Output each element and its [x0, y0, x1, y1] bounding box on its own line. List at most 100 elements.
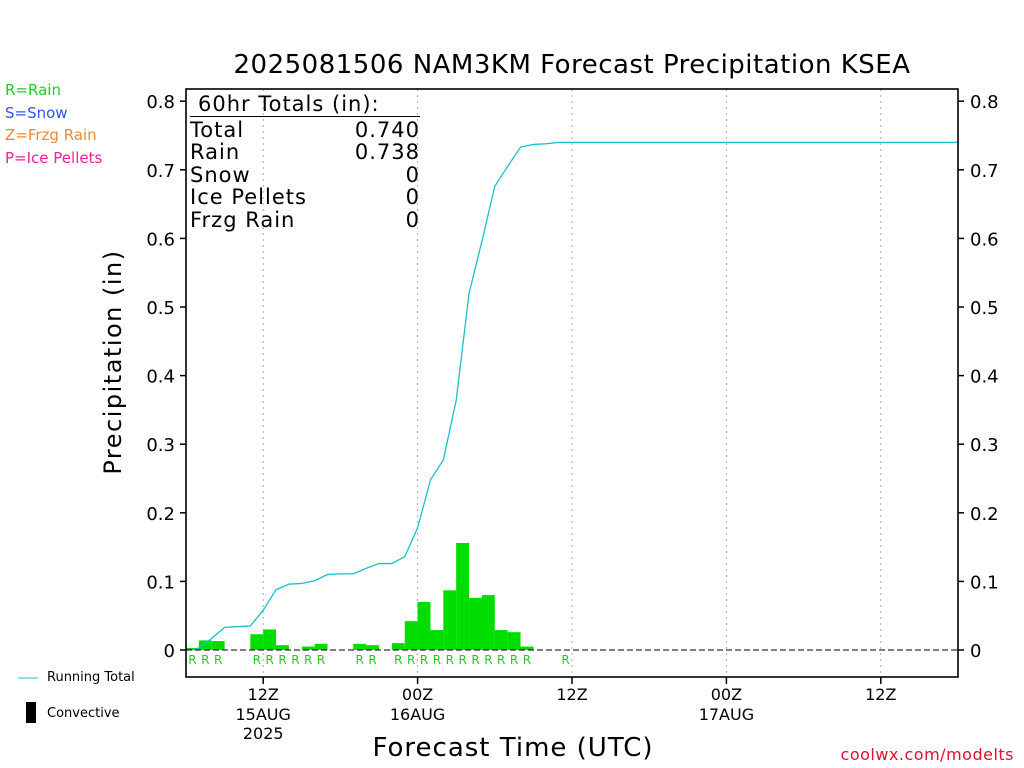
precip-type-label: R: [265, 653, 273, 667]
precip-bar: [404, 621, 418, 650]
totals-row-frzg-rain: Frzg Rain 0: [190, 209, 420, 232]
y-tick-label-left: 0.5: [146, 298, 175, 319]
convective-legend-swatch: [26, 702, 36, 723]
precip-type-label: R: [188, 653, 196, 667]
precip-type-label: R: [510, 653, 518, 667]
legend-rain: R=Rain: [5, 81, 61, 99]
legend-freezing-rain: Z=Frzg Rain: [5, 126, 97, 144]
totals-row-total: Total 0.740: [190, 117, 420, 142]
totals-label: Snow: [190, 162, 251, 187]
totals-header: 60hr Totals (in):: [190, 93, 420, 117]
precip-bar: [263, 629, 277, 650]
precip-type-label: R: [420, 653, 428, 667]
precip-bar: [198, 640, 212, 650]
totals-value: 0.738: [354, 140, 420, 165]
precip-type-label: R: [407, 653, 415, 667]
precip-bar: [186, 647, 199, 650]
precip-bar: [469, 597, 482, 650]
totals-value: 0: [405, 185, 420, 210]
precip-type-label: R: [446, 653, 454, 667]
x-tick-date: 15AUG: [235, 705, 290, 724]
x-tick-year: 2025: [243, 724, 284, 743]
x-tick-label: 12Z: [865, 685, 896, 704]
y-tick-label-right: 0.1: [970, 572, 999, 593]
precip-type-label: R: [317, 653, 325, 667]
precip-bar: [443, 590, 457, 650]
convective-legend-label: Convective: [47, 706, 120, 721]
x-tick-label: 12Z: [248, 685, 279, 704]
totals-value: 0.740: [354, 117, 420, 142]
totals-row-snow: Snow 0: [190, 164, 420, 187]
precip-bar: [276, 645, 289, 650]
precip-bar: [391, 643, 405, 650]
precip-bar: [520, 646, 534, 650]
precip-type-label: R: [458, 653, 466, 667]
precip-type-label: R: [394, 653, 402, 667]
precip-type-label: R: [484, 653, 492, 667]
y-tick-label-left: 0.8: [146, 92, 175, 113]
chart-title: 2025081506 NAM3KM Forecast Precipitation…: [233, 50, 911, 80]
precip-bar: [494, 630, 508, 650]
precip-bar: [417, 601, 431, 650]
y-tick-label-right: 0.8: [970, 92, 999, 113]
y-tick-label-right: 0.6: [970, 229, 999, 250]
y-tick-label-left: 0.3: [146, 435, 175, 456]
totals-label: Rain: [190, 140, 241, 165]
precip-type-label: R: [201, 653, 209, 667]
totals-value: 0: [405, 207, 420, 232]
y-tick-label-right: 0.5: [970, 298, 999, 319]
totals-row-ice-pellets: Ice Pellets 0: [190, 186, 420, 209]
running-total-line: [192, 141, 958, 651]
precip-type-label: R: [368, 653, 376, 667]
precip-type-label: R: [291, 653, 299, 667]
x-tick-label: 12Z: [556, 685, 587, 704]
y-tick-label-left: 0.2: [146, 504, 175, 525]
totals-row-rain: Rain 0.738: [190, 141, 420, 164]
precip-type-label: R: [304, 653, 312, 667]
y-tick-label-right: 0.3: [970, 435, 999, 456]
totals-label: Total: [190, 117, 245, 142]
totals-table: 60hr Totals (in): Total 0.740 Rain 0.738…: [190, 93, 420, 232]
y-tick-label-left: 0.6: [146, 229, 175, 250]
precip-type-label: R: [253, 653, 261, 667]
precip-type-label: R: [471, 653, 479, 667]
y-tick-label-right: 0.2: [970, 504, 999, 525]
totals-label: Frzg Rain: [190, 207, 296, 232]
x-tick-label: 00Z: [402, 685, 433, 704]
precip-bar: [301, 646, 315, 650]
x-tick-date: 17AUG: [699, 705, 754, 724]
x-tick-label: 00Z: [711, 685, 742, 704]
precip-bar: [211, 641, 225, 650]
precip-type-label: R: [561, 653, 569, 667]
legend-ice-pellets: P=Ice Pellets: [5, 149, 103, 167]
y-tick-label-left: 0.4: [146, 367, 175, 388]
precip-type-label: R: [497, 653, 505, 667]
precip-bar: [456, 542, 470, 650]
precip-type-label: R: [356, 653, 364, 667]
precip-bar: [430, 630, 444, 650]
y-tick-label-right: 0.4: [970, 367, 999, 388]
y-tick-label-left: 0.1: [146, 572, 175, 593]
grid-lines: [262, 89, 882, 677]
precip-bar: [353, 643, 367, 650]
precip-type-label: R: [433, 653, 441, 667]
precip-type-label: R: [214, 653, 222, 667]
y-axis-ticks: 0 00.1 0.10.2 0.20.3 0.30.4 0.40.5 0.50.6 0.60.…: [146, 92, 998, 662]
precip-type-label: R: [278, 653, 286, 667]
totals-value: 0: [405, 162, 420, 187]
totals-label: Ice Pellets: [190, 185, 307, 210]
y-tick-label-left: 0.7: [146, 161, 175, 182]
precip-bar: [481, 595, 495, 650]
running-total-legend-swatch: [18, 677, 38, 679]
y-tick-label-right: 0: [970, 641, 981, 662]
precip-bar: [314, 643, 328, 650]
precip-bar: [507, 632, 521, 650]
running-total-legend-label: Running Total: [47, 670, 135, 685]
x-tick-date: 16AUG: [390, 705, 445, 724]
credit-text: coolwx.com/modelts: [840, 745, 1014, 764]
hourly-bars: [186, 542, 534, 650]
precip-bar: [250, 634, 264, 650]
precip-bar: [366, 645, 379, 650]
